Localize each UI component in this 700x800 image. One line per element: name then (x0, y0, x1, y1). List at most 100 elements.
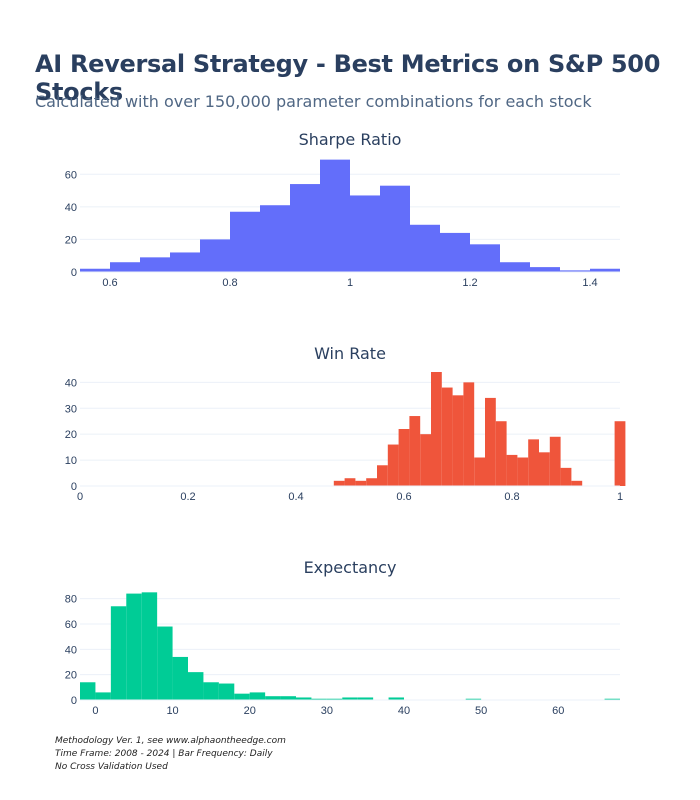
expectancy-bar (388, 697, 404, 700)
expectancy-xtick-label: 30 (321, 705, 333, 717)
win-rate-bar (377, 465, 388, 486)
expectancy-bar (604, 698, 620, 700)
expectancy-xtick-label: 60 (552, 705, 564, 717)
sharpe-ratio-bar (590, 268, 620, 272)
expectancy-bar (342, 697, 358, 700)
win-rate-title: Win Rate (314, 344, 386, 363)
expectancy-bar (234, 693, 250, 700)
expectancy-bar (157, 626, 173, 700)
sharpe-ratio-bar (530, 267, 560, 272)
expectancy-bar (326, 698, 343, 700)
expectancy-bar (280, 696, 296, 700)
sharpe-ratio-bar (410, 224, 440, 272)
win-rate-ytick-label: 20 (65, 429, 77, 441)
expectancy-bar (141, 592, 158, 700)
footer-timeframe: Time Frame: 2008 - 2024 | Bar Frequency:… (55, 749, 273, 759)
win-rate-xtick-label: 0.6 (396, 491, 411, 503)
expectancy-bar (296, 697, 312, 700)
win-rate-bar (571, 480, 583, 486)
expectancy-bar (357, 697, 374, 700)
win-rate-bar (614, 421, 626, 486)
expectancy-bar (218, 683, 235, 700)
sharpe-ratio-bar (350, 195, 380, 272)
expectancy-ytick-label: 20 (65, 670, 77, 682)
win-rate-xtick-label: 0.4 (288, 491, 303, 503)
expectancy-ytick-label: 40 (65, 644, 77, 656)
win-rate-bar (387, 444, 399, 486)
footer-notes: Methodology Ver. 1, see www.alphaontheed… (55, 735, 286, 774)
expectancy-title: Expectancy (304, 558, 397, 577)
sharpe-ratio-bar (80, 268, 110, 272)
win-rate-xtick-label: 0 (77, 491, 83, 503)
expectancy-xtick-label: 10 (166, 705, 178, 717)
win-rate-bar (366, 478, 377, 486)
sharpe-ratio-bar (440, 232, 470, 272)
sharpe-ratio-xtick-label: 1.4 (582, 277, 597, 289)
win-rate-bar (560, 467, 572, 486)
win-rate-bar (355, 480, 367, 486)
win-rate-bar (344, 478, 356, 486)
expectancy-bar (311, 698, 327, 700)
expectancy-xtick-label: 50 (475, 705, 487, 717)
sharpe-ratio-bar (470, 244, 500, 272)
sharpe-ratio-title: Sharpe Ratio (299, 130, 402, 149)
expectancy-bar (80, 682, 96, 700)
expectancy-bar (110, 606, 127, 700)
sharpe-ratio-bar (140, 257, 170, 272)
expectancy-xtick-label: 0 (92, 705, 98, 717)
sharpe-ratio-xtick-label: 0.6 (102, 277, 117, 289)
sharpe-ratio-xtick-label: 0.8 (222, 277, 237, 289)
sharpe-ratio-xtick-label: 1.2 (462, 277, 477, 289)
sharpe-ratio-bar (500, 262, 530, 272)
expectancy-bar (465, 698, 482, 700)
chart-title: AI Reversal Strategy - Best Metrics on S… (35, 50, 661, 106)
win-rate-bar (495, 421, 507, 486)
sharpe-ratio-bar (230, 211, 260, 272)
expectancy-ytick-label: 80 (65, 594, 77, 606)
sharpe-ratio-bar (170, 252, 200, 272)
win-rate-ytick-label: 40 (65, 377, 77, 389)
sharpe-ratio-bar (290, 184, 320, 272)
sharpe-ratio-bar (110, 262, 140, 272)
win-rate-bar (539, 452, 550, 486)
expectancy-xtick-label: 40 (398, 705, 410, 717)
footer-methodology: Methodology Ver. 1, see www.alphaontheed… (55, 736, 286, 746)
chart-subtitle: Calculated with over 150,000 parameter c… (35, 92, 592, 111)
expectancy-bar (95, 692, 111, 700)
win-rate-bar (398, 429, 410, 486)
win-rate-ytick-label: 30 (65, 403, 77, 415)
win-rate-bar (549, 436, 561, 486)
expectancy-bar (203, 682, 219, 700)
win-rate-bar (420, 434, 431, 486)
win-rate-bar (528, 439, 539, 486)
expectancy-bar (126, 593, 142, 700)
expectancy-xtick-label: 20 (244, 705, 256, 717)
win-rate-bar (517, 457, 529, 486)
sharpe-ratio-ytick-label: 20 (65, 234, 77, 246)
sharpe-ratio-bar (560, 270, 590, 272)
sharpe-ratio-bar (320, 159, 350, 272)
expectancy-bar (249, 692, 266, 700)
win-rate-bar (506, 454, 518, 486)
expectancy-bar (265, 696, 281, 700)
win-rate-xtick-label: 1 (617, 491, 623, 503)
sharpe-ratio-ytick-label: 60 (65, 169, 77, 181)
sharpe-ratio-ytick-label: 40 (65, 202, 77, 214)
win-rate-bar (485, 397, 496, 486)
win-rate-ytick-label: 10 (65, 455, 77, 467)
footer-validation: No Cross Validation Used (55, 762, 168, 772)
win-rate-bar (463, 382, 475, 486)
sharpe-ratio-bar (380, 185, 410, 272)
expectancy-bar (172, 656, 188, 700)
expectancy-ytick-label: 60 (65, 619, 77, 631)
win-rate-bar (441, 387, 453, 486)
sharpe-ratio-xtick-label: 1 (347, 277, 353, 289)
win-rate-bar (474, 457, 485, 486)
win-rate-ytick-label: 0 (71, 481, 77, 493)
win-rate-bar (431, 372, 442, 486)
sharpe-ratio-bar (200, 239, 230, 272)
sharpe-ratio-bar (260, 205, 290, 272)
expectancy-ytick-label: 0 (71, 695, 77, 707)
sharpe-ratio-ytick-label: 0 (71, 267, 77, 279)
